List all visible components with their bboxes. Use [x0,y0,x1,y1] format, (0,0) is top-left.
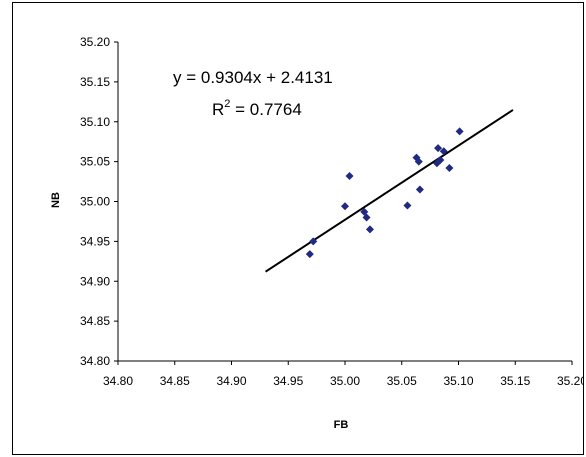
data-point [434,144,443,153]
data-point [365,225,374,234]
x-tick-label: 34.95 [273,374,303,388]
y-axis-title: NB [50,192,62,208]
data-point [362,213,371,222]
y-tick-label: 34.85 [80,314,110,328]
data-point [455,127,464,136]
x-tick-label: 35.00 [330,374,360,388]
r-squared-label: R2 = 0.7764 [212,98,302,119]
y-tick-label: 35.15 [80,75,110,89]
data-point [445,164,454,173]
data-point [341,202,349,211]
x-tick-label: 35.20 [557,374,583,388]
r-squared-value: = 0.7764 [230,100,301,119]
x-tick-label: 35.15 [500,374,530,388]
x-tick-label: 34.85 [160,374,190,388]
data-point [403,201,412,210]
r-squared-prefix: R [212,100,224,119]
y-tick-label: 35.05 [80,155,110,169]
y-tick-label: 34.95 [80,234,110,248]
x-axis-title: FB [334,419,349,431]
x-tick-label: 35.10 [443,374,473,388]
data-point [436,156,445,165]
data-point [305,250,314,259]
data-point [414,157,423,166]
x-tick-label: 35.05 [387,374,417,388]
data-point [415,185,424,194]
r-squared-exponent: 2 [224,98,230,110]
chart-frame: 34.80 34.85 34.90 34.95 35.00 35.05 35.10 35.15… [12,2,584,455]
y-tick-label: 35.20 [80,35,110,49]
x-tick-label: 34.80 [103,374,133,388]
y-tick-label: 34.90 [80,274,110,288]
equation-label: y = 0.9304x + 2.4131 [173,68,333,87]
data-point [309,237,318,246]
trendline [265,109,514,273]
plot-area: 34.80 34.85 34.90 34.95 35.00 35.05 35.10 35.15… [80,35,583,388]
data-point [439,147,448,156]
data-point [345,171,354,180]
y-tick-label: 35.10 [80,115,110,129]
scatter-chart: 34.80 34.85 34.90 34.95 35.00 35.05 35.10 35.15… [50,35,583,431]
y-tick-label: 34.80 [80,354,110,368]
y-tick-label: 35.00 [80,195,110,209]
x-tick-label: 34.90 [216,374,246,388]
